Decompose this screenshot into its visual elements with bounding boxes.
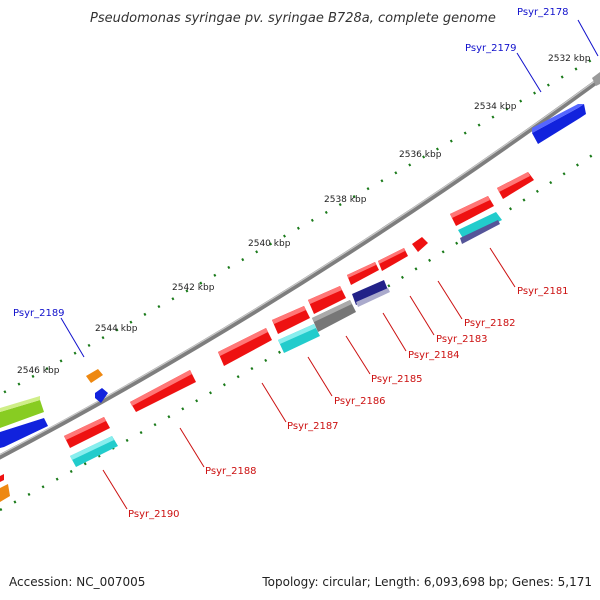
- label-psyr-2182[interactable]: Psyr_2182: [464, 318, 516, 329]
- gene-green-left[interactable]: [0, 396, 44, 428]
- callout-line-psyr-2184: [382, 312, 407, 352]
- gene-psyr-2186[interactable]: [278, 324, 320, 353]
- label-psyr-2189[interactable]: Psyr_2189: [13, 308, 65, 319]
- gene-psyr-2181b-red[interactable]: [450, 196, 494, 226]
- label-psyr-2188[interactable]: Psyr_2188: [205, 466, 257, 477]
- callout-line-psyr-2181: [489, 247, 516, 288]
- tick-label-2538: 2538 kbp: [324, 195, 367, 205]
- label-psyr-2190[interactable]: Psyr_2190: [128, 509, 180, 520]
- gene-blue-left[interactable]: [0, 418, 48, 448]
- tick-label-2536: 2536 kbp: [399, 150, 442, 160]
- callout-line-psyr-2178: [577, 19, 599, 57]
- gene-psyr-2182[interactable]: [412, 237, 428, 252]
- gene-psyr-2184[interactable]: [347, 262, 379, 285]
- topology-text: Topology: circular; Length: 6,093,698 bp…: [261, 575, 592, 589]
- label-psyr-2185[interactable]: Psyr_2185: [371, 374, 423, 385]
- callout-line-psyr-2182: [437, 280, 463, 320]
- gene-orange-small[interactable]: [86, 369, 103, 383]
- label-psyr-2178[interactable]: Psyr_2178: [517, 7, 569, 18]
- gene-psyr-2185[interactable]: [312, 300, 356, 332]
- tick-label-2544: 2544 kbp: [95, 324, 138, 334]
- label-psyr-2187[interactable]: Psyr_2187: [287, 421, 339, 432]
- gene-psyr-2183[interactable]: [378, 248, 408, 271]
- callout-line-psyr-2188: [179, 427, 205, 468]
- callout-line-psyr-2185: [345, 335, 371, 375]
- accession-text: Accession: NC_007005: [9, 575, 145, 589]
- gene-psyr-2188[interactable]: [130, 370, 196, 412]
- genome-backbone-highlight: [0, 76, 600, 456]
- genome-backbone: [0, 76, 600, 460]
- gene-psyr-2189[interactable]: [95, 388, 108, 403]
- tick-label-2546: 2546 kbp: [17, 366, 60, 376]
- tick-label-2532: 2532 kbp: [548, 54, 591, 64]
- callout-line-psyr-2179: [516, 52, 542, 93]
- label-psyr-2181[interactable]: Psyr_2181: [517, 286, 569, 297]
- callout-line-psyr-2187: [261, 382, 287, 423]
- gene-orange-left[interactable]: [0, 474, 10, 502]
- gene-psyr-2178[interactable]: [592, 72, 600, 86]
- gene-psyr-2187[interactable]: [218, 328, 272, 366]
- gene-navy[interactable]: [352, 280, 390, 307]
- inner-tick-ruler: [0, 148, 600, 512]
- map-title: Pseudomonas syringae pv. syringae B728a,…: [90, 11, 496, 26]
- gene-red-upper-2[interactable]: [272, 306, 310, 334]
- gene-psyr-2190-cyan[interactable]: [70, 436, 118, 467]
- gene-red-upper-1[interactable]: [308, 286, 346, 314]
- tick-label-2540: 2540 kbp: [248, 239, 291, 249]
- callout-line-psyr-2183: [409, 295, 435, 336]
- callout-line-psyr-2189: [60, 317, 85, 358]
- gene-psyr-2179[interactable]: [532, 104, 586, 144]
- label-psyr-2183[interactable]: Psyr_2183: [436, 334, 488, 345]
- label-psyr-2179[interactable]: Psyr_2179: [465, 43, 517, 54]
- tick-label-2534: 2534 kbp: [474, 102, 517, 112]
- gene-psyr-2190-red[interactable]: [64, 417, 110, 448]
- callout-line-psyr-2190: [102, 469, 128, 510]
- gene-psyr-2181-red[interactable]: [497, 172, 534, 199]
- label-psyr-2184[interactable]: Psyr_2184: [408, 350, 460, 361]
- tick-label-2542: 2542 kbp: [172, 283, 215, 293]
- gene-psyr-2181-cyan[interactable]: [458, 212, 502, 244]
- label-psyr-2186[interactable]: Psyr_2186: [334, 396, 386, 407]
- callout-line-psyr-2186: [307, 356, 333, 397]
